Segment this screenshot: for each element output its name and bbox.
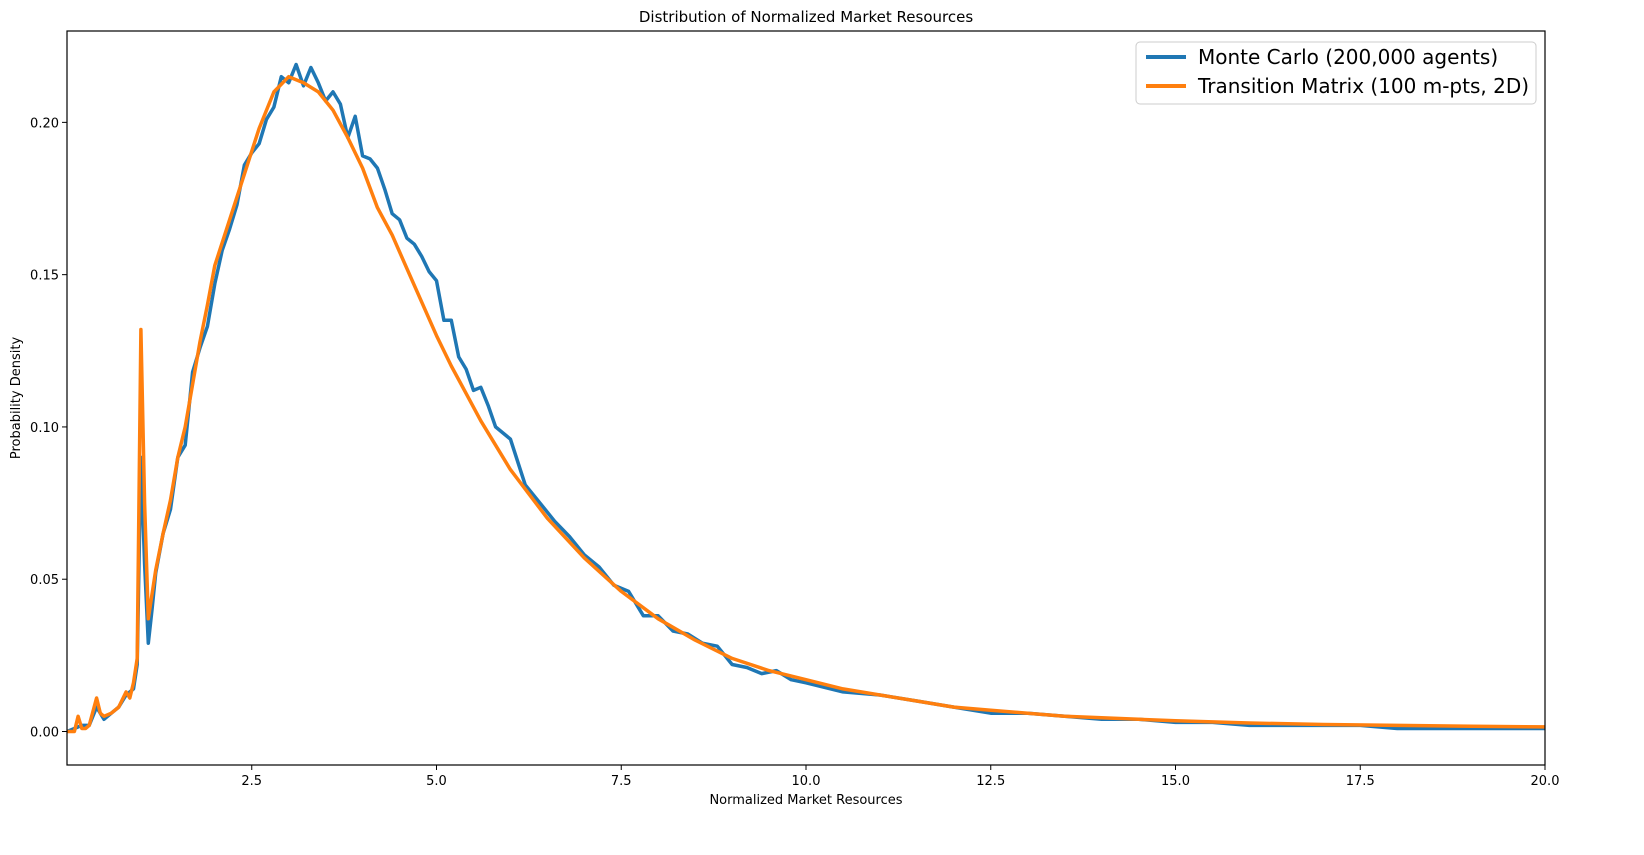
axes-frame bbox=[66, 30, 1546, 766]
legend: Monte Carlo (200,000 agents) Transition … bbox=[1135, 41, 1537, 105]
plot-area bbox=[66, 30, 1546, 766]
y-axis-ticks: 0.00 0.05 0.10 0.15 0.20 bbox=[30, 116, 67, 740]
series-layer bbox=[67, 62, 1545, 734]
series-line-1 bbox=[67, 74, 1545, 734]
series-line-0 bbox=[67, 62, 1545, 734]
chart-title: Distribution of Normalized Market Resour… bbox=[639, 8, 973, 26]
x-tick-label: 7.5 bbox=[611, 774, 632, 789]
x-axis-label: Normalized Market Resources bbox=[709, 793, 902, 808]
x-tick-label: 10.0 bbox=[792, 774, 821, 789]
x-tick-label: 12.5 bbox=[976, 774, 1005, 789]
y-tick-label: 0.20 bbox=[30, 116, 59, 131]
x-tick-label: 20.0 bbox=[1531, 774, 1560, 789]
x-tick-label: 17.5 bbox=[1346, 774, 1375, 789]
x-tick-label: 15.0 bbox=[1161, 774, 1190, 789]
legend-box bbox=[1135, 41, 1537, 105]
y-tick-label: 0.05 bbox=[30, 573, 59, 588]
x-tick-label: 5.0 bbox=[426, 774, 447, 789]
x-axis-ticks: 2.5 5.0 7.5 10.0 12.5 15.0 17.5 20.0 bbox=[241, 765, 1559, 789]
y-tick-label: 0.10 bbox=[30, 421, 59, 436]
y-tick-label: 0.15 bbox=[30, 269, 59, 284]
legend-label-monte-carlo: Monte Carlo (200,000 agents) bbox=[1198, 45, 1498, 69]
y-tick-label: 0.00 bbox=[30, 725, 59, 740]
legend-label-transition-matrix: Transition Matrix (100 m-pts, 2D) bbox=[1197, 74, 1529, 98]
x-tick-label: 2.5 bbox=[241, 774, 262, 789]
y-axis-label: Probability Density bbox=[9, 337, 24, 460]
